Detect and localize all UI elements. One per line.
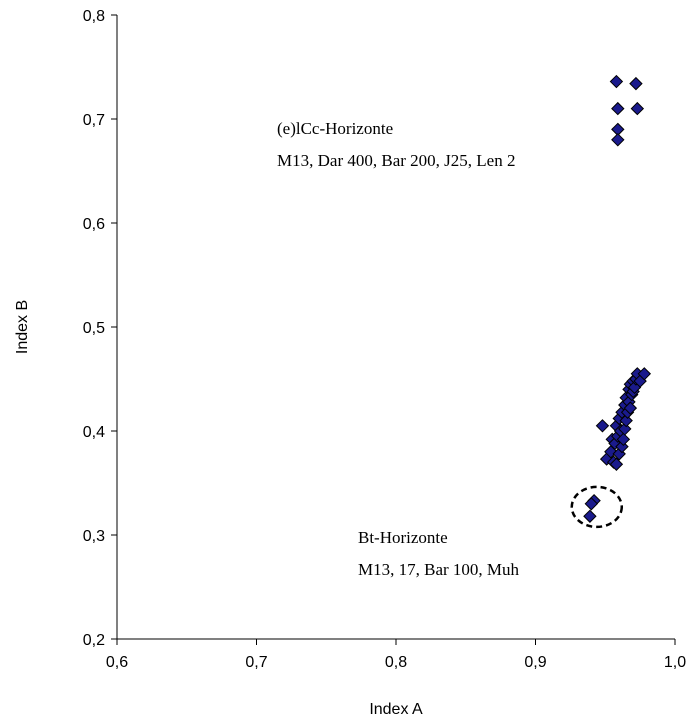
x-axis-title: Index A [369,701,423,718]
y-tick-label: 0,6 [83,216,105,233]
data-point [609,74,624,89]
data-point [618,422,632,436]
data-point [637,367,652,381]
group-annotation-line: M13, 17, Bar 100, Muh [358,560,520,579]
group-annotation-line: (e)lCc-Horizonte [277,119,393,138]
highlight-circles [570,485,624,529]
x-tick-label: 0,8 [385,654,407,671]
y-tick-label: 0,5 [83,320,105,337]
y-tick-label: 0,4 [83,424,105,441]
data-point [583,509,597,523]
group-annotation-line: M13, Dar 400, Bar 200, J25, Len 2 [277,151,515,170]
data-point [616,432,631,447]
data-point [609,457,624,471]
x-tick-label: 0,6 [106,654,128,671]
data-point [623,401,638,415]
data-point [611,101,625,116]
highlight-circle [570,485,624,529]
y-tick-label: 0,3 [83,528,105,545]
data-point [611,133,625,147]
axis-tick-labels: 0,2 0,3 0,4 0,5 0,6 0,7 0,8 0,6 0,7 0,8 0,9 1,0 [83,8,686,671]
y-tick-label: 0,2 [83,632,105,649]
x-tick-label: 1,0 [664,654,686,671]
group-annotation-line: Bt-Horizonte [358,528,448,547]
data-point [595,419,610,433]
data-point [629,76,643,91]
axis-ticks [111,14,676,645]
data-points [583,74,652,523]
annotations: (e)lCc-Horizonte M13, Dar 400, Bar 200, J… [277,119,520,579]
data-point [619,413,633,428]
data-point [630,101,645,116]
y-axis-title: Index B [14,300,31,354]
y-tick-label: 0,7 [83,112,105,129]
y-tick-label: 0,8 [83,8,105,25]
x-tick-label: 0,7 [245,654,267,671]
data-point [584,497,599,511]
x-tick-label: 0,9 [524,654,546,671]
